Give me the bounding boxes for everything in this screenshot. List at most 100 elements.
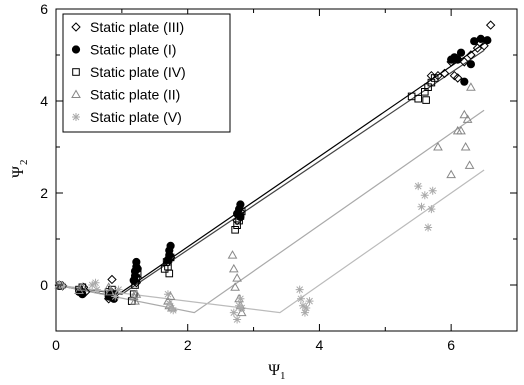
y-tick-label: 2 [40,185,48,201]
point-4-16 [232,273,242,282]
point-5-2 [58,281,67,290]
legend-marker-1 [71,22,81,32]
point-5-24 [417,202,426,211]
point-4-19 [236,307,247,317]
point-5-21 [302,304,311,312]
point-1-11 [107,274,117,285]
point-3-28 [430,74,439,82]
x-tick-label: 6 [447,337,455,353]
point-5-17 [295,285,304,294]
legend-marker-4 [71,89,81,98]
y-tick-label: 6 [40,1,48,17]
point-5-4 [91,278,100,287]
y-tick-label: 0 [40,277,48,293]
point-4-7 [130,296,140,305]
legend-entry-2: Static plate (I) [71,42,176,58]
point-1-23 [439,68,450,79]
point-4-3 [77,282,88,291]
series-5 [55,182,437,324]
point-2-19 [236,200,245,209]
legend-label-1: Static plate (III) [90,19,184,35]
plot-frame [55,8,518,332]
point-4-15 [230,282,240,291]
point-1-30 [479,41,489,51]
point-4-23 [456,125,466,135]
x-tick-label: 4 [316,337,324,353]
point-5-3 [88,281,97,289]
legend-entry-1: Static plate (III) [71,19,184,35]
tick-labels: 0 2 4 6 0 2 4 6 [40,1,455,353]
legend-marker-5 [72,113,80,121]
point-5-22 [305,297,314,306]
point-3-18 [233,221,241,229]
point-5-27 [427,205,436,214]
point-3-21 [237,207,246,216]
point-5-18 [296,294,305,303]
point-5-9 [165,299,174,308]
legend-label-5: Static plate (V) [90,109,182,125]
legend-entry-3: Static plate (IV) [72,64,186,80]
point-3-20 [236,212,245,220]
point-2-24 [456,48,466,57]
point-4-20 [433,141,443,151]
x-tick-label: 0 [52,337,60,353]
point-2-26 [466,60,475,69]
fit-line-3 [55,109,485,314]
point-5-28 [428,186,437,195]
point-4-5 [105,286,115,296]
point-3-25 [422,96,430,104]
point-4-27 [464,160,475,169]
legend-marker-2 [71,45,81,54]
y-axis-label-main: Ψ [10,166,27,178]
point-5-11 [169,306,178,315]
point-4-24 [459,109,470,119]
point-2-25 [460,77,469,86]
x-axis-label-main: Ψ [268,362,280,379]
point-5-23 [414,182,423,191]
point-2-16 [166,241,175,250]
point-2-23 [453,55,462,64]
x-tick-label: 2 [184,337,192,353]
point-5-7 [114,285,123,294]
point-5-15 [236,294,245,303]
point-4-28 [466,82,476,91]
point-4-21 [446,169,457,179]
point-1-29 [472,43,483,53]
point-4-25 [460,141,471,151]
point-5-6 [111,292,120,301]
point-5-13 [233,315,242,324]
point-3-10 [132,274,141,282]
point-3-16 [166,253,175,262]
x-axis-label-sub: 1 [280,370,286,382]
point-5-5 [92,285,101,294]
point-3-19 [235,216,243,225]
point-5-8 [163,290,172,299]
point-2-28 [476,34,485,44]
point-2-12 [133,264,142,273]
x-axis-label: Ψ 1 [268,362,285,382]
point-3-13 [162,258,171,266]
point-3-17 [231,226,239,234]
point-3-11 [133,269,142,278]
point-2-11 [132,257,141,267]
legend-box [62,13,231,133]
point-5-19 [298,301,307,310]
point-4-14 [228,263,239,273]
point-2-29 [483,36,492,45]
legend-entry-4: Static plate (II) [71,87,180,103]
y-tick-label: 4 [40,93,48,109]
legend-label-4: Static plate (II) [90,87,180,103]
legend: Static plate (III) Static plate (I) Static… [62,13,231,133]
point-1-28 [466,50,476,60]
data-points [54,20,496,324]
legend-label-2: Static plate (I) [90,42,176,58]
point-4-13 [227,250,238,259]
point-5-25 [420,191,429,200]
legend-label-3: Static plate (IV) [90,64,186,80]
y-axis-label: Ψ 2 [10,160,30,178]
point-5-26 [424,223,433,232]
point-1-26 [453,73,463,83]
point-5-20 [300,308,309,317]
point-1-31 [485,20,496,30]
